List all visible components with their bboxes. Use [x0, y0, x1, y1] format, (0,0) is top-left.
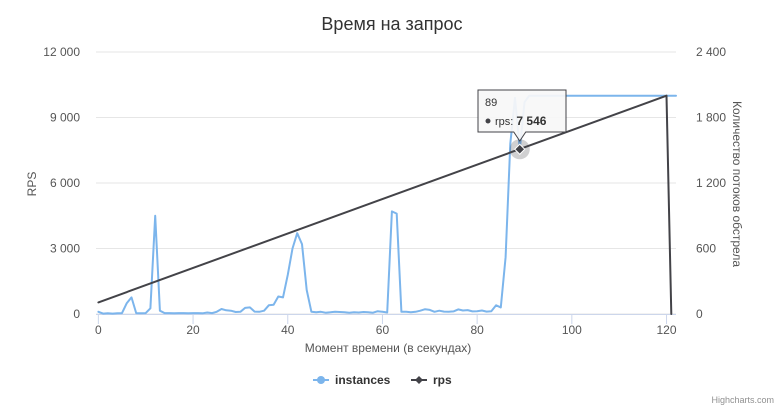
tooltip-series-name: rps:: [495, 116, 516, 128]
y-left-tick-label: 9 000: [50, 111, 80, 125]
legend-marker-diamond: [415, 376, 423, 384]
y-left-tick-label: 0: [73, 307, 80, 321]
legend: instances rps: [313, 373, 452, 387]
x-tick-label: 120: [657, 323, 677, 337]
legend-label: rps: [433, 373, 452, 387]
y-axis-right-title: Количество потоков обстрела: [730, 101, 744, 267]
tooltip-box: [477, 89, 567, 142]
x-tick-label: 80: [470, 323, 484, 337]
legend-label: instances: [335, 373, 391, 387]
y-left-tick-label: 6 000: [50, 176, 80, 190]
y-right-tick-label: 1 800: [696, 111, 726, 125]
y-right-tick-label: 2 400: [696, 45, 726, 59]
tooltip-value: 7 546: [516, 114, 546, 128]
x-tick-label: 20: [186, 323, 200, 337]
series-line-rps[interactable]: [97, 94, 673, 315]
tooltip-x-value: 89: [485, 97, 497, 109]
hover-marker: [514, 143, 526, 155]
x-tick-label: 40: [281, 323, 295, 337]
y-left-tick-label: 3 000: [50, 242, 80, 256]
tooltip-series-value: rps: 7 546: [495, 114, 547, 128]
tooltip: 89 rps: 7 546: [477, 89, 567, 160]
legend-marker-circle: [317, 376, 325, 384]
tooltip-bullet: [485, 118, 491, 124]
x-axis-title: Момент времени (в секундах): [305, 341, 472, 355]
y-right-tick-label: 1 200: [696, 176, 726, 190]
y-right-tick-label: 600: [696, 242, 716, 256]
series-layer: [97, 94, 677, 315]
credits-link[interactable]: Highcharts.com: [711, 395, 774, 405]
y-axis-left-title: RPS: [25, 172, 39, 197]
y-left-tick-label: 12 000: [43, 45, 80, 59]
x-tick-label: 0: [95, 323, 102, 337]
x-tick-label: 60: [376, 323, 390, 337]
legend-item-instances[interactable]: instances: [313, 373, 391, 387]
legend-item-rps[interactable]: rps: [411, 373, 452, 387]
y-right-tick-label: 0: [696, 307, 703, 321]
x-tick-label: 100: [562, 323, 582, 337]
series-line-instances[interactable]: [97, 94, 677, 315]
chart-title: Время на запрос: [321, 14, 462, 34]
grid-lines: [96, 51, 676, 315]
